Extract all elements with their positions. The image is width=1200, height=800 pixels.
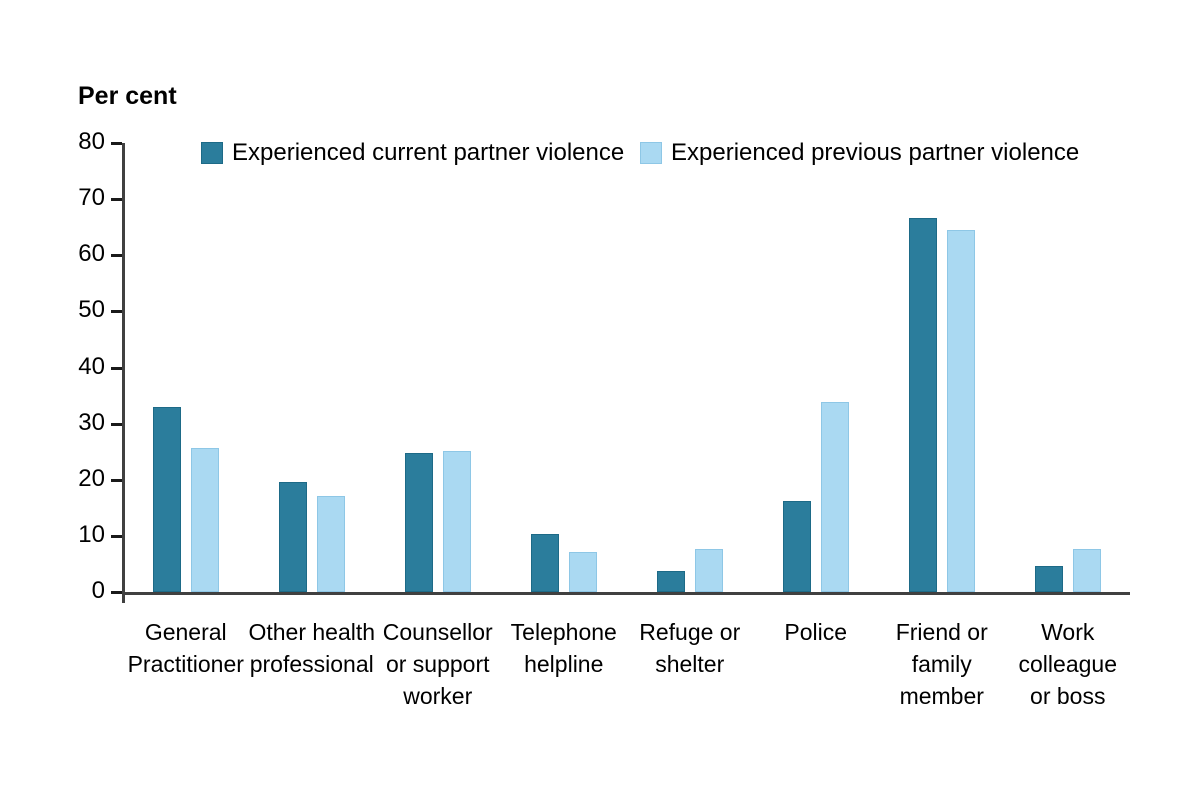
bar-previous <box>568 552 597 592</box>
bar-previous <box>442 451 471 592</box>
y-tick-mark <box>111 142 122 145</box>
bar-previous <box>190 448 219 592</box>
x-category-label: Other health professional <box>248 619 376 677</box>
bar-previous <box>1072 549 1101 592</box>
chart-title: Per cent <box>78 82 177 110</box>
bar-current <box>909 218 937 592</box>
bar-current <box>153 407 181 592</box>
bar-current <box>405 453 433 592</box>
x-category-label: Refuge or shelter <box>639 619 741 677</box>
bar-previous <box>316 496 345 592</box>
y-tick-label: 20 <box>78 464 105 492</box>
y-tick-label: 40 <box>78 352 105 380</box>
bar-current <box>783 501 811 592</box>
y-tick-mark <box>111 478 122 482</box>
bar-current <box>531 534 559 592</box>
y-tick-label: 70 <box>78 184 105 212</box>
y-tick-mark <box>111 534 122 538</box>
y-tick-mark <box>111 198 122 202</box>
bar-previous <box>820 402 849 592</box>
x-category-label: Police <box>784 619 848 645</box>
y-tick-label: 50 <box>78 296 105 324</box>
y-tick-label: 60 <box>78 240 105 268</box>
y-tick-mark <box>111 366 122 370</box>
y-axis-line <box>122 143 125 603</box>
legend-item-current: Experienced current partner violence <box>201 139 624 167</box>
bar-previous <box>946 230 975 592</box>
x-axis-line <box>122 592 1130 595</box>
y-tick-mark <box>111 591 122 594</box>
x-category-label: Counsellor or support worker <box>382 619 493 709</box>
x-category-label: Work colleague or boss <box>1018 619 1117 709</box>
x-category-label: Telephone helpline <box>510 619 617 677</box>
y-tick-label: 80 <box>78 128 105 155</box>
y-tick-label: 0 <box>91 577 105 604</box>
bar-current <box>1035 566 1063 592</box>
legend-swatch-current-icon <box>201 142 223 164</box>
y-tick-label: 10 <box>78 520 105 548</box>
x-category-label: General Practitioner <box>127 619 244 677</box>
y-tick-mark <box>111 254 122 258</box>
bar-current <box>279 482 307 592</box>
bar-current <box>657 571 685 592</box>
y-tick-mark <box>111 422 122 426</box>
legend-label-previous: Experienced previous partner violence <box>671 139 1080 166</box>
legend-item-previous: Experienced previous partner violence <box>640 139 1079 167</box>
legend-swatch-previous-icon <box>640 142 662 164</box>
legend-label-current: Experienced current partner violence <box>232 139 625 166</box>
bar-previous <box>694 549 723 592</box>
y-tick-mark <box>111 310 122 314</box>
x-category-label: Friend or family member <box>895 619 988 709</box>
y-tick-label: 30 <box>78 408 105 436</box>
